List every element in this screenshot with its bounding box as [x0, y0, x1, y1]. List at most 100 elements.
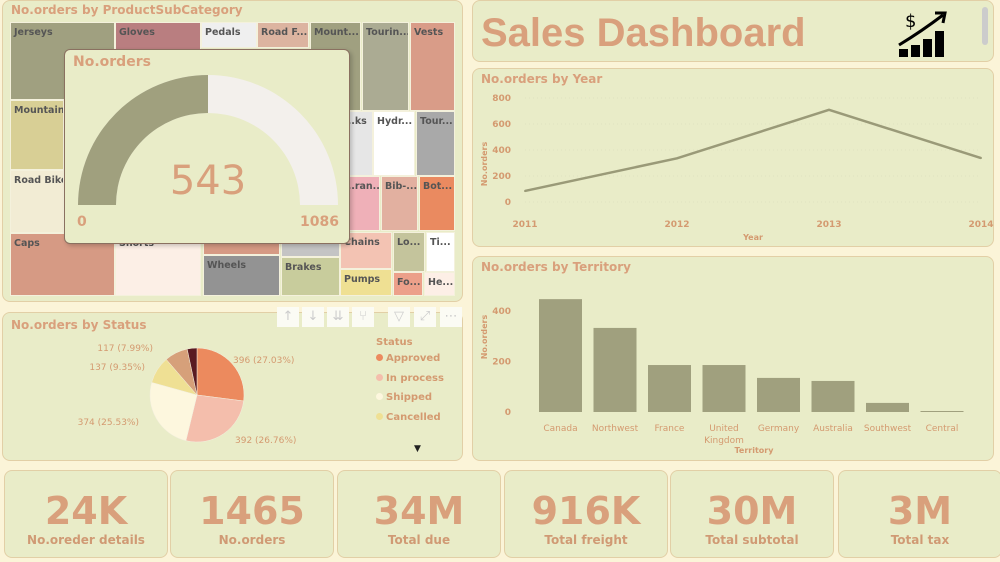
pie-data-label: 396 (27.03%) [233, 356, 294, 366]
legend-item[interactable]: Cancelled [376, 412, 444, 432]
treemap-tile[interactable]: Lo... [393, 232, 425, 272]
kpi-card: 30M Total subtotal [670, 470, 834, 558]
bar [757, 377, 800, 412]
treemap-tile[interactable]: Hydr... [373, 111, 415, 176]
territory-panel: No.orders by Territory 0 200 400 Canada Nort… [472, 256, 994, 461]
treemap-tile[interactable]: Road Bikes [10, 170, 64, 233]
pie-data-label: 392 (26.76%) [235, 436, 296, 446]
x-tick-label: Australia [813, 424, 853, 434]
expand-all-icon[interactable]: ⇊ [327, 307, 349, 327]
treemap-tile[interactable]: Fo... [393, 272, 423, 296]
scrollbar[interactable] [982, 7, 988, 45]
y-axis-label: No.orders [480, 314, 489, 359]
legend-item[interactable]: Approved [376, 353, 444, 373]
treemap-tile[interactable]: Road F... [257, 22, 309, 48]
legend-marker-icon [376, 393, 383, 400]
bar [866, 402, 909, 412]
treemap-tile[interactable]: Caps [10, 233, 115, 296]
pie-slice [185, 394, 244, 443]
gauge-title: No.orders [73, 54, 151, 70]
drill-down-icon[interactable]: ⑂ [352, 307, 374, 327]
treemap-tile[interactable]: Bot... [419, 176, 455, 231]
x-tick-label: 2014 [968, 220, 993, 230]
sort-ascending-icon[interactable]: ↑ [277, 307, 299, 327]
territory-bar-chart: 0 200 400 Canada Northwest France United Kingdo… [480, 299, 964, 455]
year-line-chart: 0 200 400 600 800 2011 2012 2013 2014 Year No.orde… [480, 94, 994, 242]
treemap-tile[interactable]: Vests [410, 22, 455, 111]
kpi-card: 916K Total freight [504, 470, 668, 558]
line-point [524, 189, 526, 192]
treemap-tile[interactable]: Mountain [10, 100, 64, 170]
line-point [676, 157, 678, 160]
x-tick-label: Northwest [592, 424, 639, 434]
filter-icon[interactable]: ▽ [388, 307, 410, 327]
year-panel: No.orders by Year 0 200 400 600 800 2011 2012 2… [472, 68, 994, 247]
legend-marker-icon [376, 373, 383, 381]
more-options-icon[interactable]: ⋯ [440, 307, 462, 327]
x-axis-label: Territory [735, 446, 775, 455]
legend-title: Status [376, 337, 413, 348]
bar [920, 411, 964, 412]
pie-slice [186, 347, 198, 396]
kpi-card: 34M Total due [337, 470, 501, 558]
legend-item[interactable]: Shipped [376, 392, 444, 412]
y-tick-label: 400 [492, 146, 511, 156]
x-tick-label: France [655, 424, 685, 434]
dashboard-title: Sales Dashboard [481, 11, 806, 55]
bar [539, 299, 582, 412]
kpi-label: No.orders [218, 533, 286, 547]
pie-data-label: 137 (9.35%) [89, 363, 145, 373]
focus-mode-icon[interactable]: ⤢ [414, 307, 436, 327]
pie-data-label: 117 (7.99%) [97, 344, 153, 354]
line-point [980, 157, 982, 160]
legend-item[interactable]: In process [376, 373, 444, 393]
x-tick-label: United [709, 424, 739, 434]
treemap-tile[interactable]: Bib-... [381, 176, 418, 231]
status-pie-chart: 396 (27.03%) 392 (26.76%) 374 (25.53%) 137 … [78, 344, 297, 446]
y-tick-label: 0 [505, 198, 511, 208]
kpi-value: 3M [887, 489, 953, 533]
gauge-min: 0 [77, 214, 87, 230]
treemap-tile[interactable]: He... [424, 272, 455, 296]
line-point [828, 108, 830, 111]
legend-marker-icon [376, 412, 383, 420]
treemap-tile[interactable]: Wheels [203, 255, 280, 296]
sort-descending-icon[interactable]: ↓ [302, 307, 324, 327]
treemap-tile[interactable]: Tour... [416, 111, 455, 176]
legend-scroll-down-icon[interactable]: ▼ [414, 444, 421, 454]
y-tick-label: 200 [492, 172, 511, 182]
pie-data-label: 374 (25.53%) [78, 418, 139, 428]
gauge-fill [78, 75, 208, 205]
bar [702, 365, 746, 412]
kpi-value: 1465 [199, 489, 305, 533]
y-tick-label: 800 [492, 94, 511, 104]
kpi-label: No.oreder details [27, 533, 145, 547]
year-title: No.orders by Year [481, 72, 603, 86]
kpi-value: 30M [706, 489, 798, 533]
bar [593, 327, 637, 412]
x-tick-label: 2011 [512, 220, 537, 230]
legend-label: Approved [386, 353, 441, 364]
treemap-tile[interactable]: Pumps [340, 269, 392, 296]
kpi-value: 24K [44, 489, 128, 533]
kpi-label: Total tax [890, 533, 950, 547]
treemap-title: No.orders by ProductSubCategory [11, 3, 243, 17]
legend-label: Shipped [386, 392, 433, 403]
treemap-tile[interactable]: Pedals [201, 22, 257, 48]
legend-label: Cancelled [386, 411, 441, 423]
legend-marker-icon [376, 354, 383, 361]
x-tick-label: Southwest [864, 424, 912, 434]
treemap-tile[interactable]: Ti... [426, 232, 455, 272]
x-tick-label: 2013 [816, 220, 841, 230]
x-tick-label: 2012 [664, 220, 689, 230]
treemap-tile[interactable]: Tourin... [362, 22, 409, 111]
treemap-tile[interactable]: Brakes [281, 257, 340, 296]
pie-slice [149, 382, 198, 441]
legend-label: In process [386, 372, 444, 384]
kpi-label: Total subtotal [705, 533, 799, 547]
line-series [524, 108, 982, 193]
gauge-max: 1086 [300, 214, 339, 230]
pie-slice [196, 347, 245, 402]
sales-growth-chart-icon: $ [898, 11, 947, 57]
kpi-card: 3M Total tax [838, 470, 1000, 558]
